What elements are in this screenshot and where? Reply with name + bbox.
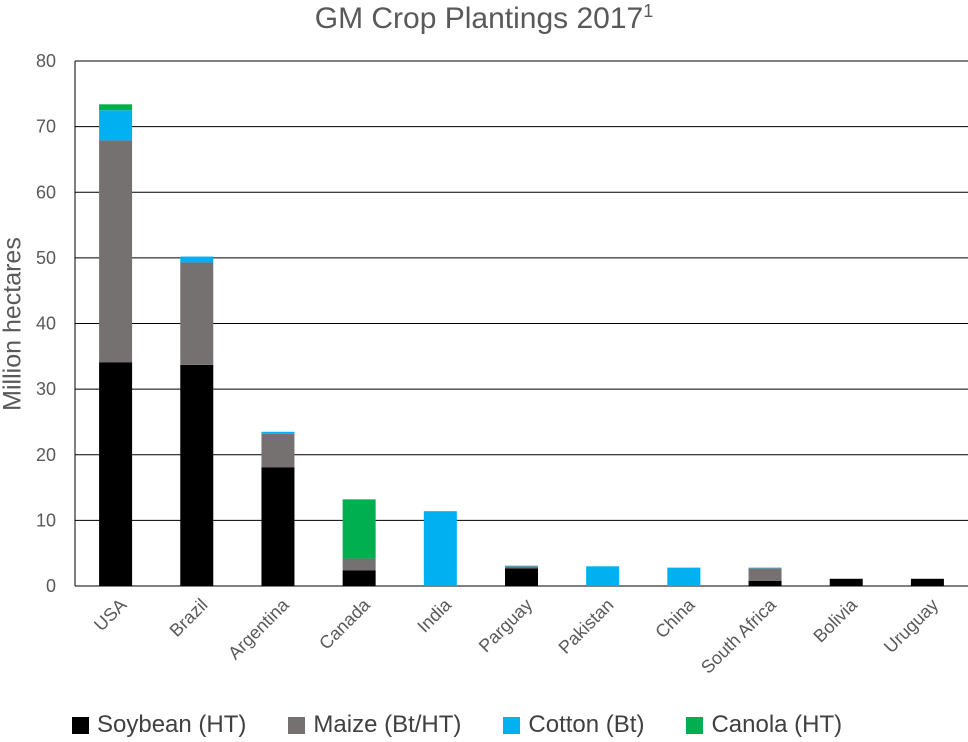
x-tick-label: USA xyxy=(90,595,130,635)
x-tick-label: Brazil xyxy=(166,595,212,641)
x-tick-label: Parguay xyxy=(475,595,537,657)
bar-segment xyxy=(910,578,944,586)
bar-segment xyxy=(99,362,133,586)
bar-segment xyxy=(342,499,376,559)
bar-segment xyxy=(180,262,214,365)
legend-swatch xyxy=(686,716,704,734)
legend: Soybean (HT) Maize (Bt/HT) Cotton (Bt) Cano… xyxy=(72,709,884,741)
legend-swatch xyxy=(503,716,521,734)
x-tick-label: Pakistan xyxy=(555,595,618,658)
bar-segment xyxy=(748,568,782,581)
y-tick-label: 20 xyxy=(36,445,56,465)
x-tick-label: Canada xyxy=(315,594,374,653)
bar-segment xyxy=(423,511,457,586)
y-tick-label: 10 xyxy=(36,510,56,530)
legend-label: Soybean (HT) xyxy=(97,711,247,738)
legend-item: Canola (HT) xyxy=(686,711,842,739)
bar-segment xyxy=(586,566,620,586)
x-tick-label: China xyxy=(651,594,699,642)
y-tick-label: 50 xyxy=(36,248,56,268)
bar-segment xyxy=(342,570,376,586)
bar-segment xyxy=(829,578,863,586)
legend-label: Maize (Bt/HT) xyxy=(313,711,462,738)
bar-segment xyxy=(261,467,295,586)
legend-item: Maize (Bt/HT) xyxy=(288,711,461,739)
bar-segment xyxy=(261,431,295,434)
title-superscript: 1 xyxy=(643,1,654,21)
y-tick-label: 70 xyxy=(36,117,56,137)
legend-swatch xyxy=(72,716,89,734)
bar-segment xyxy=(505,565,538,567)
bar-segment xyxy=(99,140,133,363)
chart-title: GM Crop Plantings 20171 xyxy=(314,1,654,35)
y-tick-label: 40 xyxy=(36,314,56,334)
bar-segment xyxy=(99,110,133,141)
bar-segment xyxy=(180,364,214,586)
x-tick-label: South Africa xyxy=(697,594,780,677)
legend-label: Canola (HT) xyxy=(711,711,843,738)
bar-segment xyxy=(505,566,538,569)
bar-segment xyxy=(667,567,701,586)
y-tick-label: 80 xyxy=(36,51,56,71)
y-tick-label: 0 xyxy=(46,576,56,596)
bar-segment xyxy=(505,568,538,586)
bar-segment xyxy=(261,433,295,468)
bar-segment xyxy=(748,567,782,569)
x-tick-label: Uruguay xyxy=(880,595,942,657)
bar-segment xyxy=(180,256,214,263)
bar-segment xyxy=(342,558,376,571)
bar-segment xyxy=(99,104,133,111)
y-tick-label: 60 xyxy=(36,182,56,202)
bar-segment xyxy=(748,580,782,586)
x-tick-label: Bolivia xyxy=(809,594,861,646)
legend-swatch xyxy=(288,716,306,734)
legend-label: Cotton (Bt) xyxy=(528,711,645,738)
legend-item: Soybean (HT) xyxy=(72,711,246,739)
x-tick-label: Argentina xyxy=(224,594,293,663)
y-tick-label: 30 xyxy=(36,379,56,399)
x-tick-label: India xyxy=(413,594,455,636)
legend-item: Cotton (Bt) xyxy=(503,711,644,739)
